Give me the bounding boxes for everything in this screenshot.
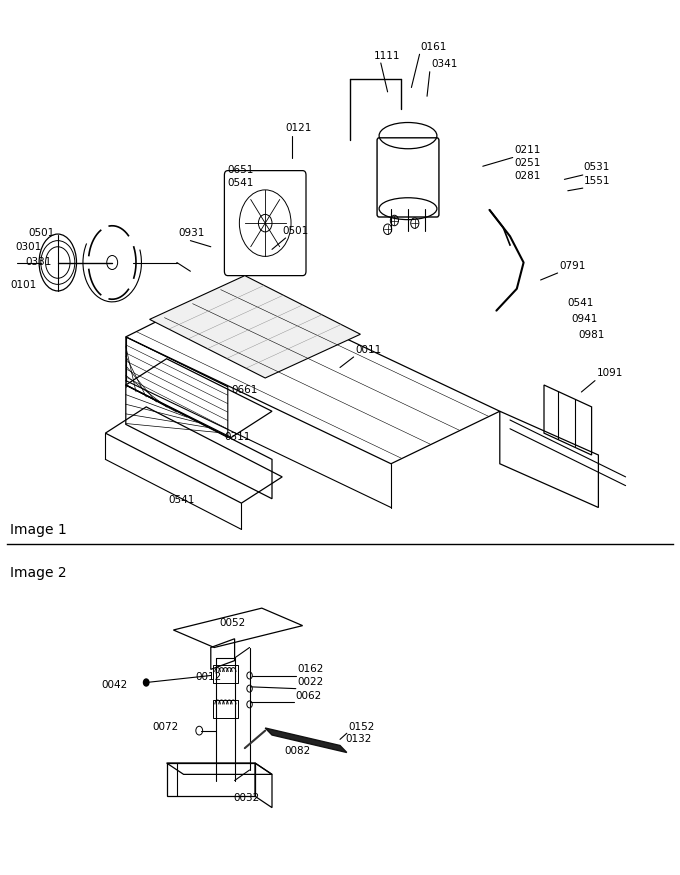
Text: 0501: 0501 [282,227,309,236]
Text: 0541: 0541 [568,298,594,308]
Text: 0161: 0161 [420,42,447,52]
Text: 0082: 0082 [284,746,311,756]
Text: 0012: 0012 [195,673,222,682]
Text: Image 1: Image 1 [10,523,67,537]
Text: 1111: 1111 [374,52,401,61]
Text: 0052: 0052 [219,619,245,628]
Text: 0541: 0541 [169,495,195,505]
Text: 0531: 0531 [583,163,610,172]
Polygon shape [265,728,347,752]
Text: 0281: 0281 [514,172,541,181]
Text: 0022: 0022 [297,677,324,687]
Text: 0981: 0981 [578,330,605,340]
Text: 0541: 0541 [228,178,254,188]
Text: 0931: 0931 [178,228,205,238]
Text: 0501: 0501 [29,228,55,238]
Text: 0132: 0132 [345,734,372,744]
Text: 1551: 1551 [583,176,610,185]
Text: 0042: 0042 [101,680,128,690]
Text: Image 2: Image 2 [10,566,67,580]
Text: 0072: 0072 [152,723,179,732]
Text: 0791: 0791 [559,262,585,271]
Text: 0152: 0152 [348,723,375,732]
Text: 0651: 0651 [228,165,254,175]
Text: 0661: 0661 [231,386,258,396]
Text: 0211: 0211 [514,145,541,155]
Text: 0162: 0162 [297,664,324,674]
Text: 0032: 0032 [233,794,260,803]
Text: 0311: 0311 [224,432,251,442]
Text: 0941: 0941 [571,314,598,324]
Circle shape [143,679,149,686]
Text: 0011: 0011 [355,346,381,355]
Polygon shape [150,276,360,378]
Text: 0121: 0121 [286,123,312,133]
Text: 0251: 0251 [514,158,541,168]
Text: 0301: 0301 [15,242,41,252]
Text: 1091: 1091 [596,368,623,378]
Text: 0341: 0341 [431,60,458,69]
Text: 0062: 0062 [295,691,322,701]
Text: 0101: 0101 [10,281,37,290]
Text: 0331: 0331 [25,257,52,267]
